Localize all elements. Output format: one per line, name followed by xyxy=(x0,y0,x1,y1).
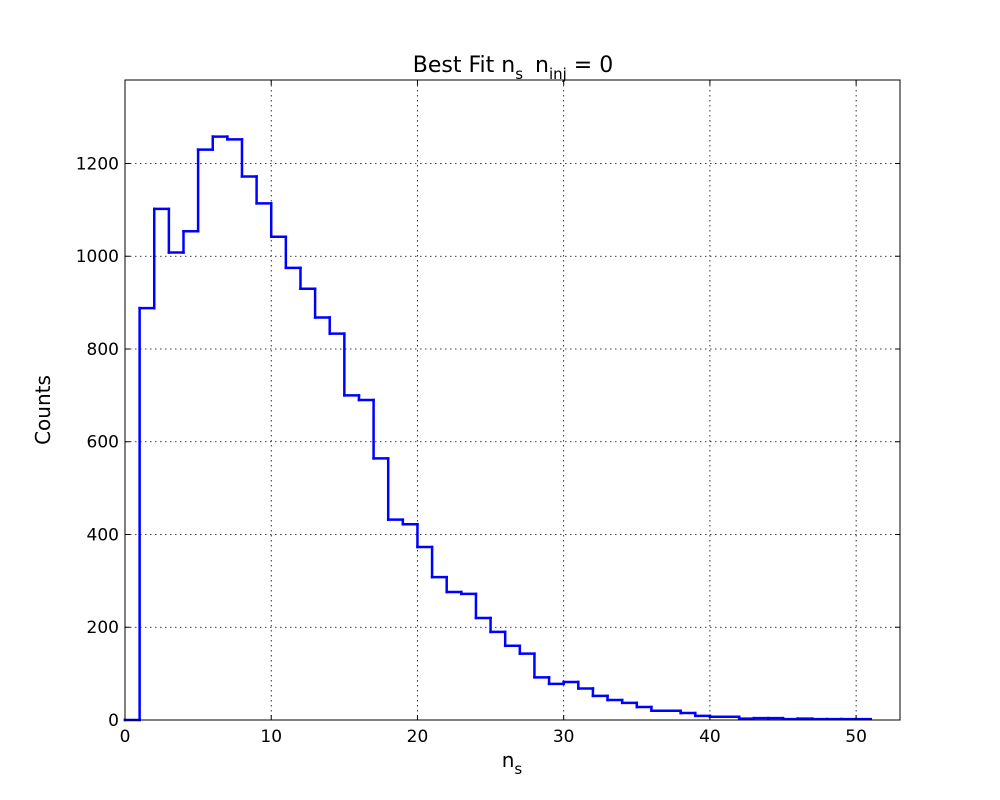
y-tick-label: 600 xyxy=(87,433,119,453)
grid-lines xyxy=(125,80,900,720)
series-layer xyxy=(123,135,873,722)
x-tick-label: 40 xyxy=(699,727,721,747)
x-axis-label-main: n xyxy=(502,748,515,772)
axis-ticks: 0 10 20 30 40 50 0 200 400 600 800 1000 1200 xyxy=(76,80,900,747)
y-tick-label: 0 xyxy=(108,711,119,731)
x-tick-label: 50 xyxy=(845,727,867,747)
title-main-subscript: s xyxy=(515,65,523,83)
y-axis-label: Counts xyxy=(31,375,55,445)
title-main: Best Fit n xyxy=(413,53,515,78)
y-tick-label: 200 xyxy=(87,618,119,638)
x-axis-label-subscript: s xyxy=(514,760,522,778)
y-tick-label: 1000 xyxy=(76,247,119,267)
x-tick-label: 10 xyxy=(260,727,282,747)
plot-frame xyxy=(124,79,901,721)
title-tail: n xyxy=(535,53,549,78)
x-tick-label: 0 xyxy=(120,727,131,747)
x-tick-label: 30 xyxy=(553,727,575,747)
title-tail-rest: = 0 xyxy=(567,53,613,78)
x-tick-label: 20 xyxy=(407,727,429,747)
chart-title: Best Fit ns ninj = 0 xyxy=(413,53,613,83)
y-tick-label: 400 xyxy=(87,525,119,545)
x-axis-label: ns xyxy=(502,748,523,778)
y-tick-label: 800 xyxy=(87,340,119,360)
title-tail-subscript: inj xyxy=(549,65,567,83)
y-tick-label: 1200 xyxy=(76,154,119,174)
